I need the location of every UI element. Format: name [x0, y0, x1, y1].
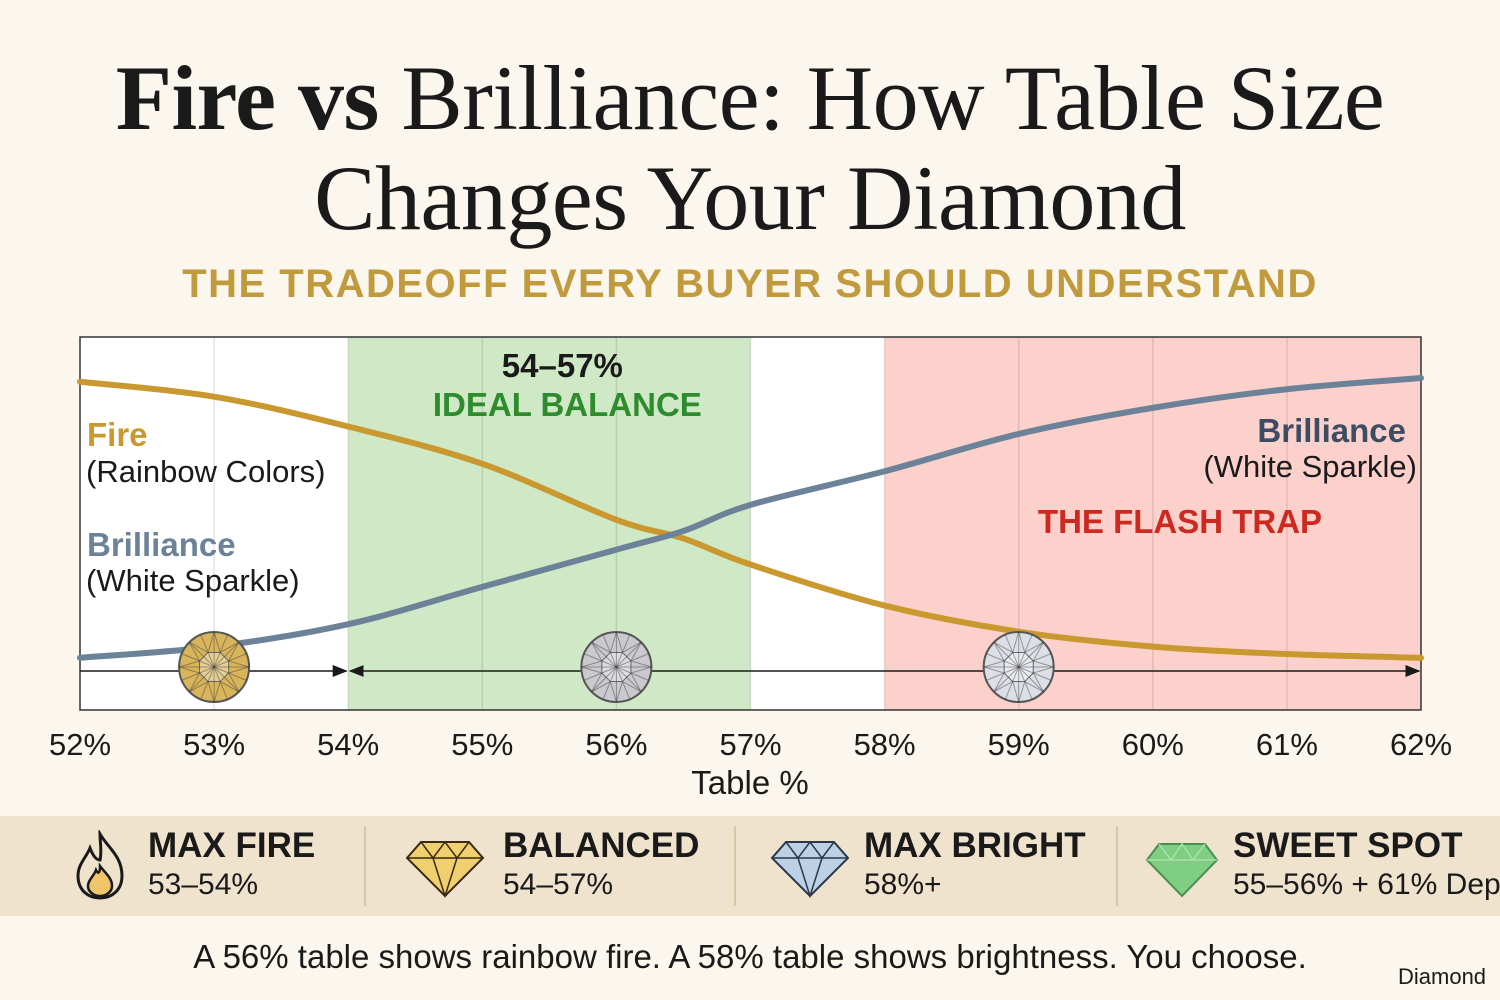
watermark: Diamond: [1398, 964, 1487, 989]
legend-label: SWEET SPOT: [1233, 826, 1463, 865]
x-tick-label: 60%: [1122, 727, 1184, 762]
x-axis-label: Table %: [691, 764, 808, 801]
plot-border: [79, 336, 1422, 711]
subtitle: THE TRADEOFF EVERY BUYER SHOULD UNDERSTA…: [182, 262, 1318, 306]
region-flash-label: THE FLASH TRAP: [1038, 503, 1322, 540]
series-sublabel-brilliance-left: (White Sparkle): [86, 563, 300, 598]
x-tick-label: 62%: [1390, 727, 1452, 762]
gold-diamond-icon: [405, 840, 485, 898]
legend-range: 53–54%: [148, 868, 259, 901]
legend-max-bright: MAX BRIGHT 58%+: [770, 816, 1100, 916]
series-line-brilliance: [77, 375, 1424, 661]
legend-range: 58%+: [864, 868, 942, 901]
x-tick-label: 55%: [451, 727, 513, 762]
legend-label: MAX FIRE: [148, 826, 316, 865]
region-ideal: [348, 337, 751, 710]
legend-label: BALANCED: [503, 826, 700, 865]
series-label-brilliance-left: Brilliance: [87, 526, 236, 563]
series-sublabel-brilliance-right: (White Sparkle): [1203, 449, 1417, 484]
flame-icon: [76, 830, 124, 900]
legend-divider: [1116, 826, 1118, 906]
diamond-icon-balanced: [580, 631, 653, 703]
series-line-fire: [77, 378, 1424, 661]
green-diamond-icon: [1145, 842, 1219, 898]
x-tick-label: 57%: [719, 727, 781, 762]
footer-caption: A 56% table shows rainbow fire. A 58% ta…: [193, 938, 1307, 975]
title-line-2: Changes Your Diamond: [314, 147, 1186, 249]
x-tick-label: 59%: [988, 727, 1050, 762]
legend-divider: [734, 826, 736, 906]
series-label-brilliance-right: Brilliance: [1257, 412, 1406, 449]
legend-divider: [364, 826, 366, 906]
diamond-icon-fire: [178, 631, 251, 703]
blue-diamond-icon: [770, 840, 850, 898]
x-tick-label: 61%: [1256, 727, 1318, 762]
legend-strip: MAX FIRE 53–54% BALANCED 54–57% MAX BRIG…: [0, 816, 1500, 916]
diamond-icon-bright: [982, 631, 1055, 703]
legend-max-fire: MAX FIRE 53–54%: [70, 816, 360, 916]
legend-range: 54–57%: [503, 868, 614, 901]
region-ideal-label: IDEAL BALANCE: [433, 386, 702, 423]
x-tick-label: 53%: [183, 727, 245, 762]
legend-sweet-spot: SWEET SPOT 55–56% + 61% Dep: [1145, 816, 1500, 916]
tradeoff-chart: 54–57%IDEAL BALANCE THE FLASH TRAP Fire(Ra…: [49, 336, 1452, 801]
legend-range: 55–56% + 61% Dep: [1233, 868, 1500, 901]
series-sublabel-fire: (Rainbow Colors): [86, 454, 325, 489]
x-tick-label: 52%: [49, 727, 111, 762]
region-ideal-range-label: 54–57%: [502, 347, 623, 384]
x-tick-label: 56%: [585, 727, 647, 762]
page-title: Fire vs Brilliance: How Table Size Chang…: [0, 48, 1500, 248]
x-tick-label: 58%: [854, 727, 916, 762]
legend-balanced: BALANCED 54–57%: [405, 816, 725, 916]
x-tick-label: 54%: [317, 727, 379, 762]
series-label-fire: Fire: [87, 416, 148, 453]
title-line-1: Fire vs Brilliance: How Table Size: [115, 47, 1385, 149]
legend-label: MAX BRIGHT: [864, 826, 1086, 865]
